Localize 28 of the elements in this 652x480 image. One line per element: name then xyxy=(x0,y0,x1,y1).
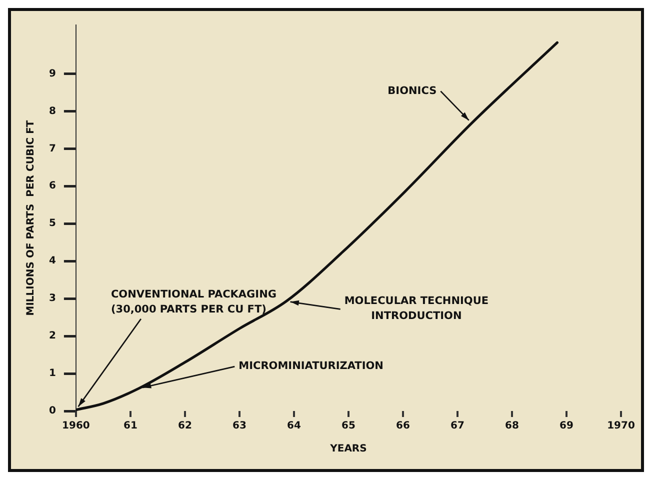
y-tick-label: 8 xyxy=(48,106,56,117)
y-tick-label: 1 xyxy=(48,368,56,380)
x-tick-label: 63 xyxy=(232,420,246,432)
y-tick-label: 7 xyxy=(48,143,56,154)
line-series xyxy=(76,41,559,411)
x-tick-label: 62 xyxy=(178,420,192,432)
x-tick-label: 1970 xyxy=(607,420,635,432)
x-tick-label: 69 xyxy=(560,420,574,432)
x-tick-label: 67 xyxy=(450,420,464,432)
y-tick-label: 0 xyxy=(48,406,56,417)
x-tick-label: 65 xyxy=(342,420,356,432)
y-tick-label: 5 xyxy=(48,218,56,230)
x-tick-label: 61 xyxy=(124,420,138,432)
annotation: BIONICS xyxy=(388,84,437,97)
y-tick-label: 2 xyxy=(48,330,56,342)
y-axis-title: MILLIONS OF PARTS PER CUBIC FT xyxy=(26,120,37,316)
y-tick-label: 6 xyxy=(48,180,56,192)
annotation: MICROMINIATURIZATION xyxy=(238,360,384,372)
x-tick-label: 64 xyxy=(287,420,301,432)
annotation: MOLECULAR TECHNIQUE INTRODUCTION xyxy=(344,294,489,322)
y-tick-label: 3 xyxy=(48,293,56,304)
x-tick-label: 1960 xyxy=(62,420,90,432)
y-tick-label: 9 xyxy=(48,68,56,80)
annotation: CONVENTIONAL PACKAGING (30,000 PARTS PER CU FT) xyxy=(110,288,276,316)
x-axis-title: YEARS xyxy=(329,444,367,455)
x-tick-label: 68 xyxy=(505,420,519,432)
y-tick-label: 4 xyxy=(48,256,56,267)
x-tick-label: 66 xyxy=(396,420,410,432)
